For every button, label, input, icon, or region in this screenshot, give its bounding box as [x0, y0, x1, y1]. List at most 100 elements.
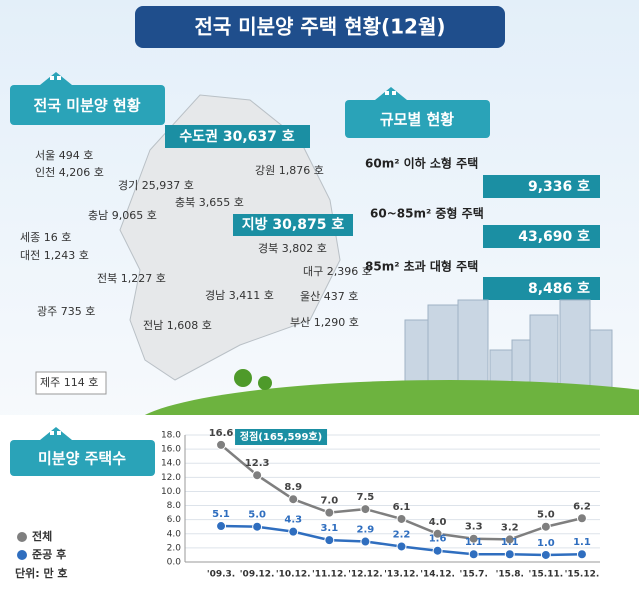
- unit-label: 단위: 만 호: [15, 566, 68, 580]
- y-tick-label: 6.0: [167, 515, 182, 525]
- tree: [234, 369, 252, 387]
- province-total: 지방 30,875 호: [242, 216, 345, 233]
- region-label: 광주 735 호: [37, 305, 95, 318]
- value-label: 5.0: [248, 510, 266, 521]
- y-tick-label: 8.0: [167, 501, 182, 511]
- size-box: [483, 225, 600, 248]
- point: [360, 536, 371, 547]
- value-label: 5.1: [212, 509, 230, 520]
- value-label: 3.3: [465, 522, 483, 533]
- point: [504, 549, 515, 560]
- size-value: 43,690 호: [518, 229, 590, 245]
- legend-label: 준공 후: [32, 547, 66, 561]
- x-tick-label: '15.11.: [529, 570, 564, 580]
- x-tick-label: '09.3.: [207, 570, 235, 580]
- region-label: 전북 1,227 호: [97, 272, 166, 285]
- point: [324, 535, 335, 546]
- point: [576, 549, 587, 560]
- y-tick-label: 10.0: [161, 487, 181, 497]
- point: [360, 504, 371, 515]
- size-label: 85m² 초과 대형 주택: [365, 259, 478, 274]
- value-label: 1.6: [429, 534, 447, 545]
- x-tick-label: '15.7.: [459, 570, 487, 580]
- section-label: [345, 87, 490, 138]
- value-label: 5.0: [537, 510, 555, 521]
- value-label: 2.2: [393, 529, 411, 540]
- size-value: 8,486 호: [528, 281, 590, 297]
- y-tick-label: 12.0: [161, 473, 181, 483]
- region-label: 제주 114 호: [40, 376, 98, 389]
- y-tick-label: 0.0: [167, 558, 182, 568]
- region-label: 경남 3,411 호: [205, 289, 274, 302]
- value-label: 3.2: [501, 522, 519, 533]
- region-label: 전남 1,608 호: [143, 319, 212, 332]
- x-tick-label: '13.12.: [384, 570, 419, 580]
- map-shape: [119, 94, 341, 381]
- value-label: 6.1: [393, 502, 411, 513]
- point: [288, 526, 299, 537]
- point: [468, 549, 479, 560]
- point: [324, 507, 335, 518]
- x-tick-label: '14.12.: [420, 570, 455, 580]
- point: [540, 521, 551, 532]
- point: [396, 541, 407, 552]
- x-tick-label: '10.12.: [276, 570, 311, 580]
- annotation: 정점(165,599호): [240, 430, 322, 443]
- chart-title: 미분양 주택수: [38, 450, 126, 468]
- y-tick-label: 16.0: [161, 445, 181, 455]
- map-title: 전국 미분양 현황: [33, 97, 140, 115]
- header-box: [135, 6, 505, 48]
- value-label: 6.2: [573, 501, 591, 512]
- point: [432, 528, 443, 539]
- tree: [258, 376, 272, 390]
- region-label: 강원 1,876 호: [255, 164, 324, 177]
- y-tick-label: 2.0: [167, 543, 182, 553]
- point: [396, 513, 407, 524]
- point: [576, 513, 587, 524]
- y-tick-label: 14.0: [161, 459, 181, 469]
- y-tick-label: 18.0: [161, 431, 181, 441]
- value-label: 16.6: [209, 428, 234, 439]
- size-title: 규모별 현황: [380, 111, 454, 129]
- value-label: 3.1: [320, 523, 338, 534]
- value-label: 7.5: [357, 492, 375, 503]
- header-title: 전국 미분양 주택 현황(12월): [194, 15, 445, 39]
- legend-marker: [17, 532, 27, 542]
- point: [504, 534, 515, 545]
- province-box: [233, 214, 353, 236]
- section-label: [10, 427, 155, 476]
- y-tick-label: 4.0: [167, 529, 182, 539]
- section-label: [10, 72, 165, 125]
- region-label: 부산 1,290 호: [290, 316, 359, 329]
- legend-label: 전체: [32, 529, 52, 543]
- value-label: 1.1: [465, 537, 483, 548]
- size-value: 9,336 호: [528, 179, 590, 195]
- point: [540, 549, 551, 560]
- value-label: 4.0: [429, 517, 447, 528]
- capital-total: 수도권 30,637 호: [179, 129, 294, 145]
- size-label: 60m² 이하 소형 주택: [365, 156, 478, 171]
- size-box: [483, 175, 600, 198]
- region-label: 경기 25,937 호: [118, 179, 194, 192]
- value-label: 12.3: [245, 458, 270, 469]
- x-tick-label: '09.12.: [240, 570, 275, 580]
- x-tick-label: '11.12.: [312, 570, 347, 580]
- value-label: 2.9: [357, 525, 375, 536]
- point: [468, 533, 479, 544]
- point: [252, 521, 263, 532]
- region-label: 충북 3,655 호: [175, 196, 244, 209]
- region-label: 울산 437 호: [300, 290, 358, 303]
- legend-marker: [17, 550, 27, 560]
- region-label: 세종 16 호: [20, 231, 71, 244]
- point: [216, 521, 227, 532]
- region-label: 대구 2,396 호: [303, 265, 372, 278]
- size-label: 60~85m² 중형 주택: [370, 206, 484, 221]
- point: [432, 545, 443, 556]
- region-label: 서울 494 호: [35, 149, 93, 162]
- value-label: 8.9: [284, 482, 302, 493]
- x-tick-label: '15.12.: [565, 570, 600, 580]
- region-label: 경북 3,802 호: [258, 242, 327, 255]
- value-label: 1.1: [501, 537, 519, 548]
